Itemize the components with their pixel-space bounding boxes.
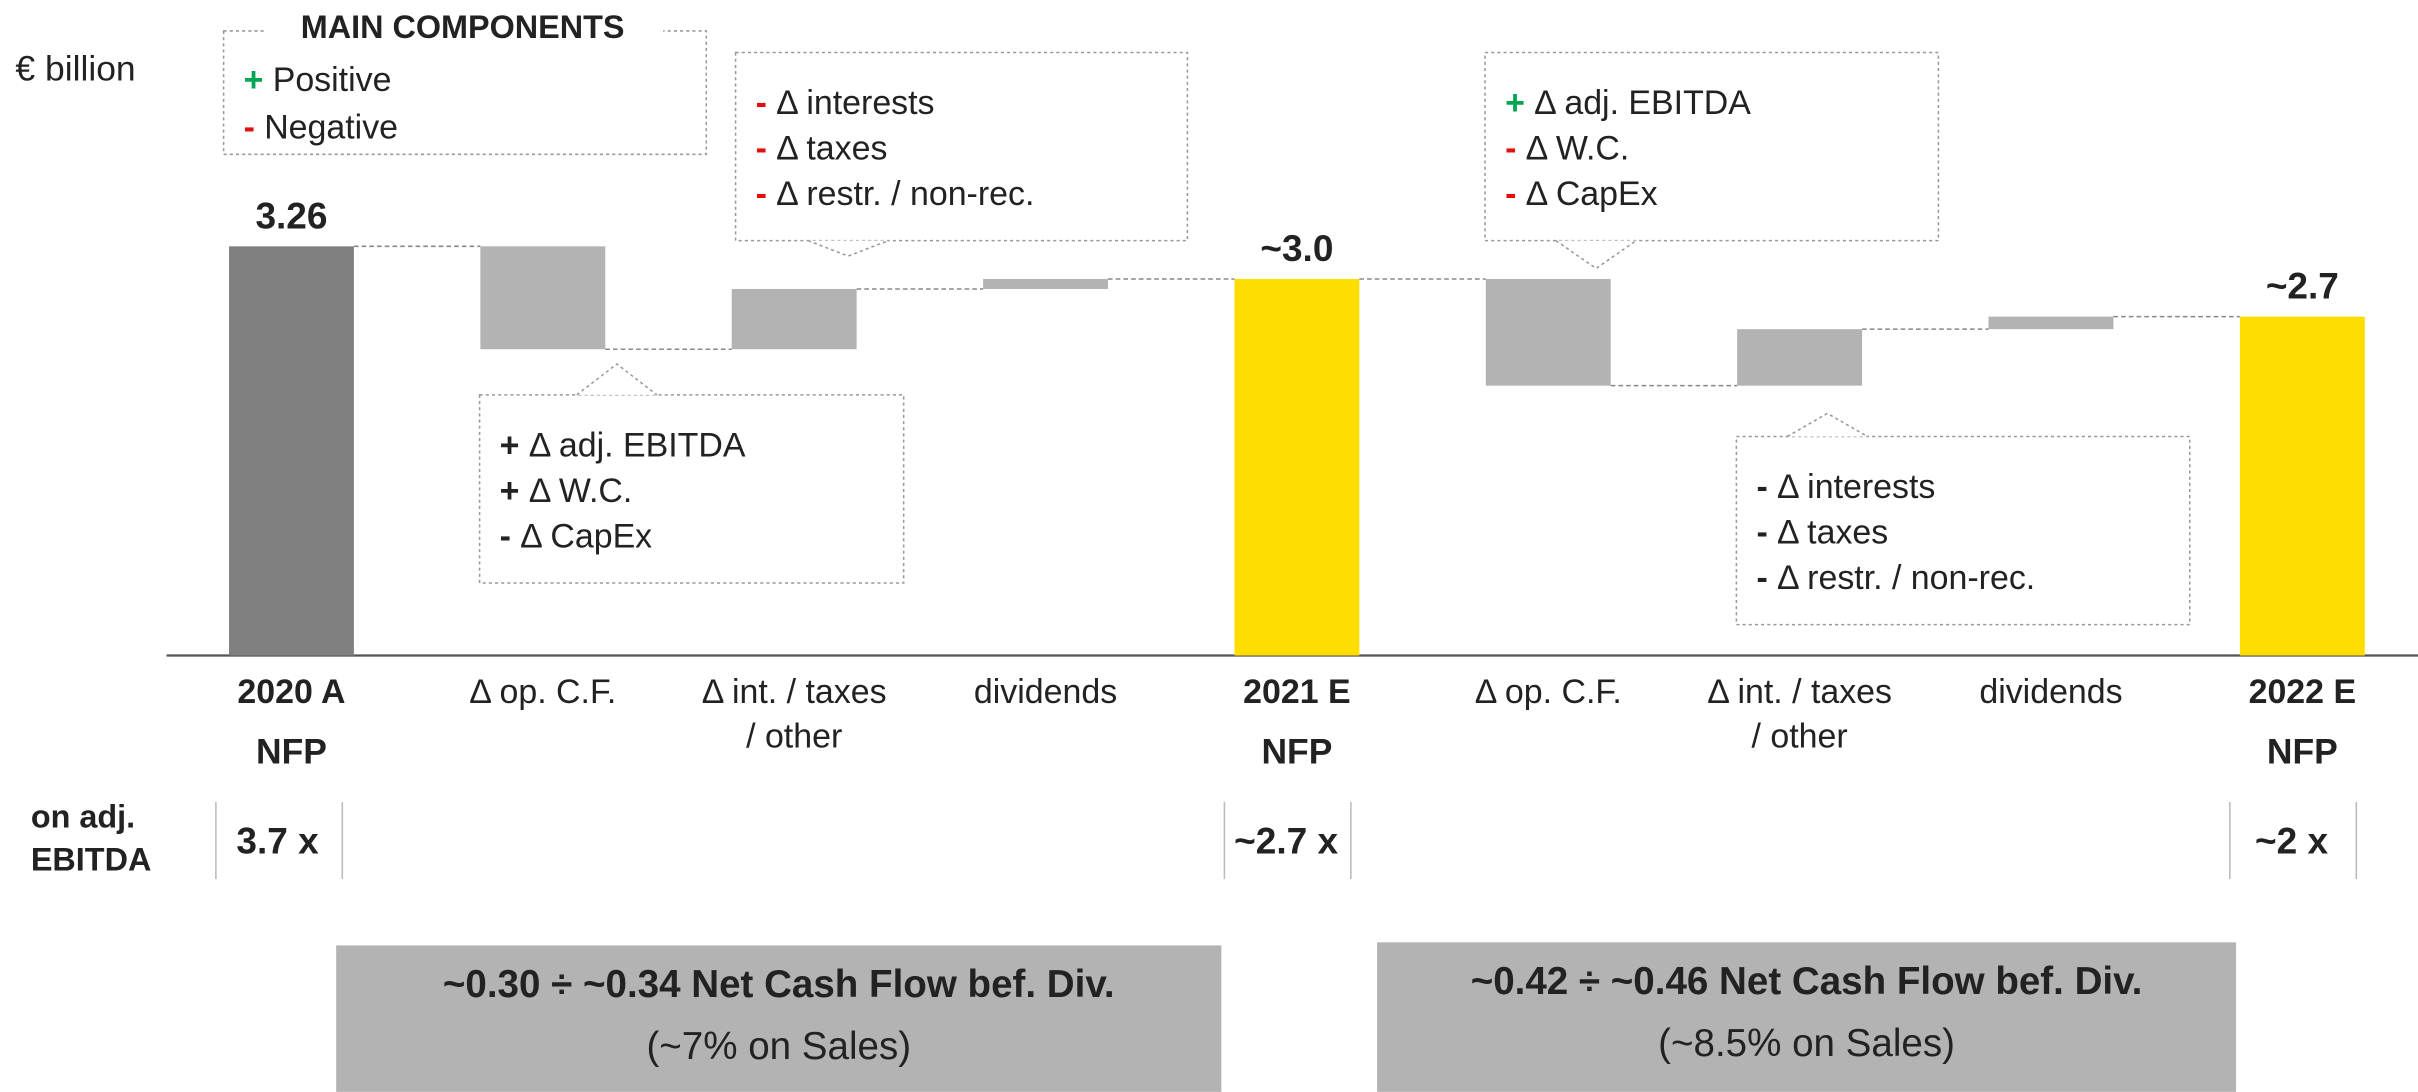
summary-box xyxy=(1377,942,2237,1092)
callout-sign: - xyxy=(1756,513,1767,551)
summary-subtitle: (~8.5% on Sales) xyxy=(1658,1022,1955,1065)
ratio-value: ~2.7 x xyxy=(1234,819,1338,861)
bar xyxy=(731,289,857,350)
callout-sign: + xyxy=(1505,84,1525,122)
data-label: 3.26 xyxy=(255,194,327,236)
callout-sign: - xyxy=(1756,468,1767,506)
callout-text: Δ W.C. xyxy=(1526,129,1630,167)
bar xyxy=(1737,329,1863,386)
x-sublabel: NFP xyxy=(256,732,327,772)
callout-sign: - xyxy=(1756,559,1767,597)
bar xyxy=(1234,278,1360,656)
summary-box xyxy=(336,945,1222,1092)
summary-subtitle: (~7% on Sales) xyxy=(646,1025,911,1068)
x-tick-label: Δ int. / taxes xyxy=(702,673,887,711)
callout-text: Δ adj. EBITDA xyxy=(1534,84,1751,122)
bar xyxy=(983,278,1108,290)
callout-text: Δ CapEx xyxy=(520,517,652,555)
callout-pointer xyxy=(1555,240,1637,270)
bar xyxy=(1485,278,1611,386)
callout-sign: - xyxy=(500,517,511,555)
bar xyxy=(229,246,354,656)
legend-sign: - xyxy=(244,109,255,147)
x-tick-label: dividends xyxy=(974,673,1117,711)
x-tick-label: 2022 E xyxy=(2249,673,2356,711)
legend-title: MAIN COMPONENTS xyxy=(301,9,625,45)
callout-sign: + xyxy=(500,472,520,510)
x-tick-label: / other xyxy=(1752,718,1848,756)
bar xyxy=(480,246,606,350)
x-sublabel: NFP xyxy=(1261,732,1332,772)
callout-text: Δ taxes xyxy=(1777,513,1888,551)
callout-pointer-bg xyxy=(1555,240,1637,269)
ratio-value: 3.7 x xyxy=(236,819,319,861)
callout-text: Δ restr. / non-rec. xyxy=(1777,559,2035,597)
legend-item: + Positive xyxy=(244,61,392,99)
callout-pointer-bg xyxy=(808,240,889,257)
legend-title-bg xyxy=(265,12,664,47)
data-label: ~2.7 xyxy=(2266,265,2339,307)
callout-sign: - xyxy=(1505,175,1516,213)
legend-text: Positive xyxy=(273,61,392,99)
callout-text: Δ interests xyxy=(1777,468,1935,506)
legend-item: - Negative xyxy=(244,109,398,147)
x-tick-label: dividends xyxy=(1979,673,2122,711)
callout-line: + Δ adj. EBITDA xyxy=(500,426,746,464)
x-tick-label: Δ op. C.F. xyxy=(469,673,616,711)
callout-pointer-bg xyxy=(576,364,657,395)
callout-line: -Δ interests xyxy=(756,84,935,122)
x-tick-label: 2021 E xyxy=(1243,673,1350,711)
bar xyxy=(2239,316,2365,656)
callout-box xyxy=(478,394,905,584)
callout-pointer-bg xyxy=(1787,413,1868,437)
callout-sign: + xyxy=(500,426,520,464)
x-sublabel: NFP xyxy=(2267,732,2338,772)
ratio-label: EBITDA xyxy=(31,842,152,878)
callout-text: Δ CapEx xyxy=(1526,175,1658,213)
callout-pointer xyxy=(807,239,889,257)
ratio-value: ~2 x xyxy=(2255,819,2328,861)
callout-text: Δ adj. EBITDA xyxy=(529,426,746,464)
callout-line: -Δ W.C. xyxy=(1505,129,1629,167)
callout-sign: - xyxy=(756,84,767,122)
callout-sign: - xyxy=(1505,129,1516,167)
legend-sign: + xyxy=(244,61,264,99)
callout-line: -Δ taxes xyxy=(756,129,888,167)
callout-line: -Δ CapEx xyxy=(1505,175,1658,213)
callout-line: -Δ CapEx xyxy=(500,517,653,555)
callout-line: -Δ taxes xyxy=(1756,513,1888,551)
x-tick-label: Δ op. C.F. xyxy=(1475,673,1622,711)
callout-line: -Δ restr. / non-rec. xyxy=(1756,559,2035,597)
summary-title: ~0.30 ÷ ~0.34 Net Cash Flow bef. Div. xyxy=(443,963,1115,1006)
callout-text: Δ interests xyxy=(776,84,934,122)
callout-text: Δ taxes xyxy=(776,129,887,167)
summary-title: ~0.42 ÷ ~0.46 Net Cash Flow bef. Div. xyxy=(1471,960,2143,1003)
callout-pointer xyxy=(576,363,658,396)
legend-text: Negative xyxy=(264,109,398,147)
x-tick-label: Δ int. / taxes xyxy=(1707,673,1892,711)
bar xyxy=(1988,316,2114,330)
callout-line: + Δ W.C. xyxy=(500,472,633,510)
ratio-label: on adj. xyxy=(31,798,135,834)
callout-text: Δ restr. / non-rec. xyxy=(776,175,1034,213)
callout-line: + Δ adj. EBITDA xyxy=(1505,84,1751,122)
data-label: ~3.0 xyxy=(1260,227,1333,269)
x-tick-label: 2020 A xyxy=(237,673,345,711)
callout-text: Δ W.C. xyxy=(529,472,633,510)
callout-sign: - xyxy=(756,129,767,167)
unit-label: € billion xyxy=(15,48,135,88)
callout-sign: - xyxy=(756,175,767,213)
callout-line: -Δ restr. / non-rec. xyxy=(756,175,1035,213)
callout-line: -Δ interests xyxy=(1756,468,1935,506)
x-tick-label: / other xyxy=(746,718,842,756)
